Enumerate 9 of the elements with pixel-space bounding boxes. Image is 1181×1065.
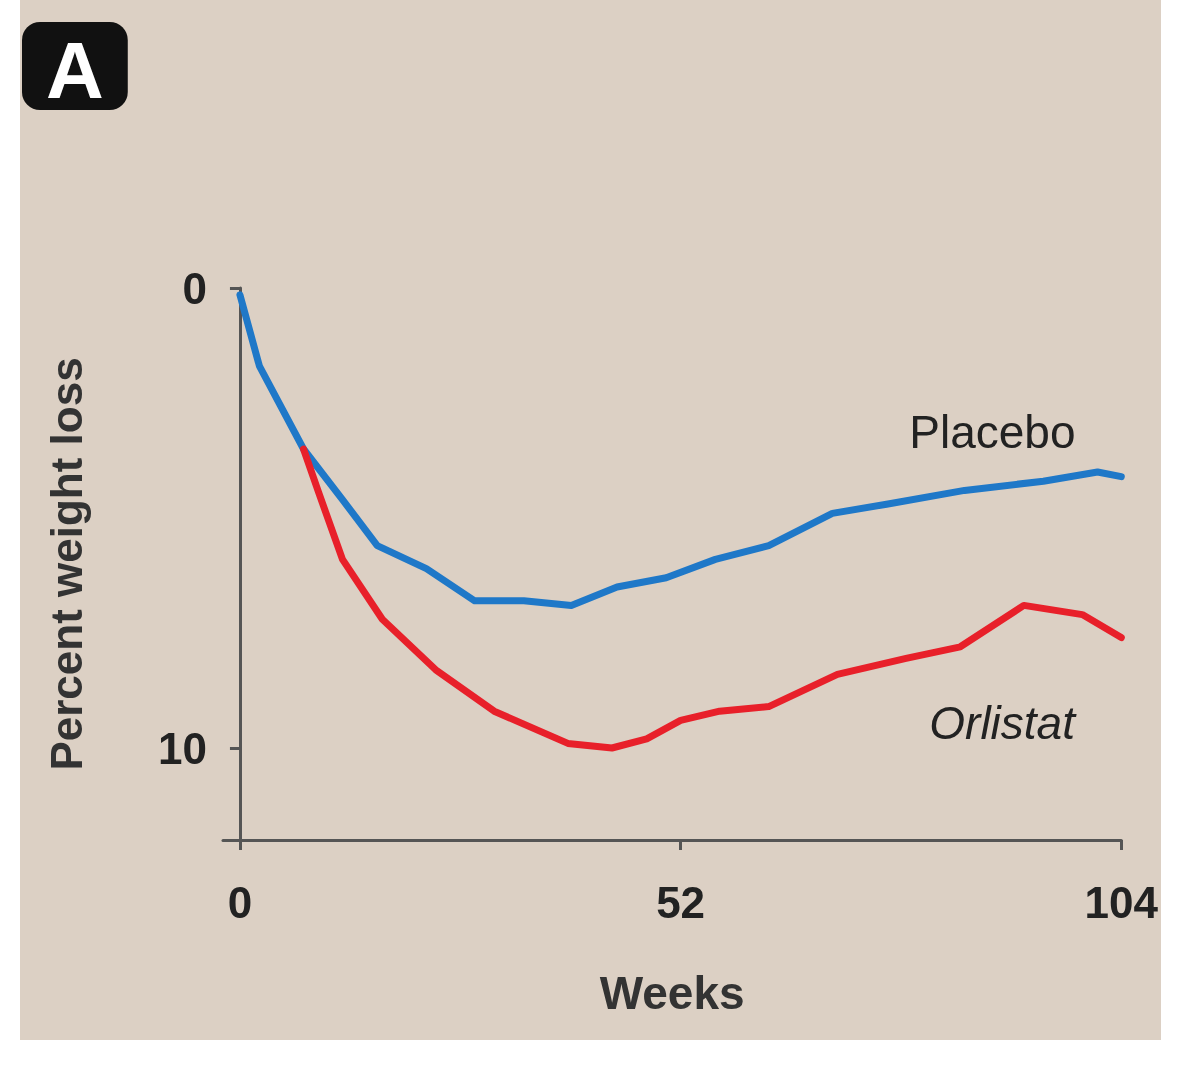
text: A: [46, 25, 104, 115]
series-label: Orlistat: [929, 696, 1078, 749]
y-tick-label: 10: [158, 723, 207, 773]
y-axis-title: Percent weight loss: [41, 357, 91, 771]
series-label: Placebo: [909, 405, 1076, 458]
x-tick-label: 0: [227, 877, 253, 927]
x-tick-label: 52: [656, 877, 706, 927]
x-tick-label: 104: [1084, 877, 1159, 927]
x-axis-title: Weeks: [599, 967, 745, 1019]
